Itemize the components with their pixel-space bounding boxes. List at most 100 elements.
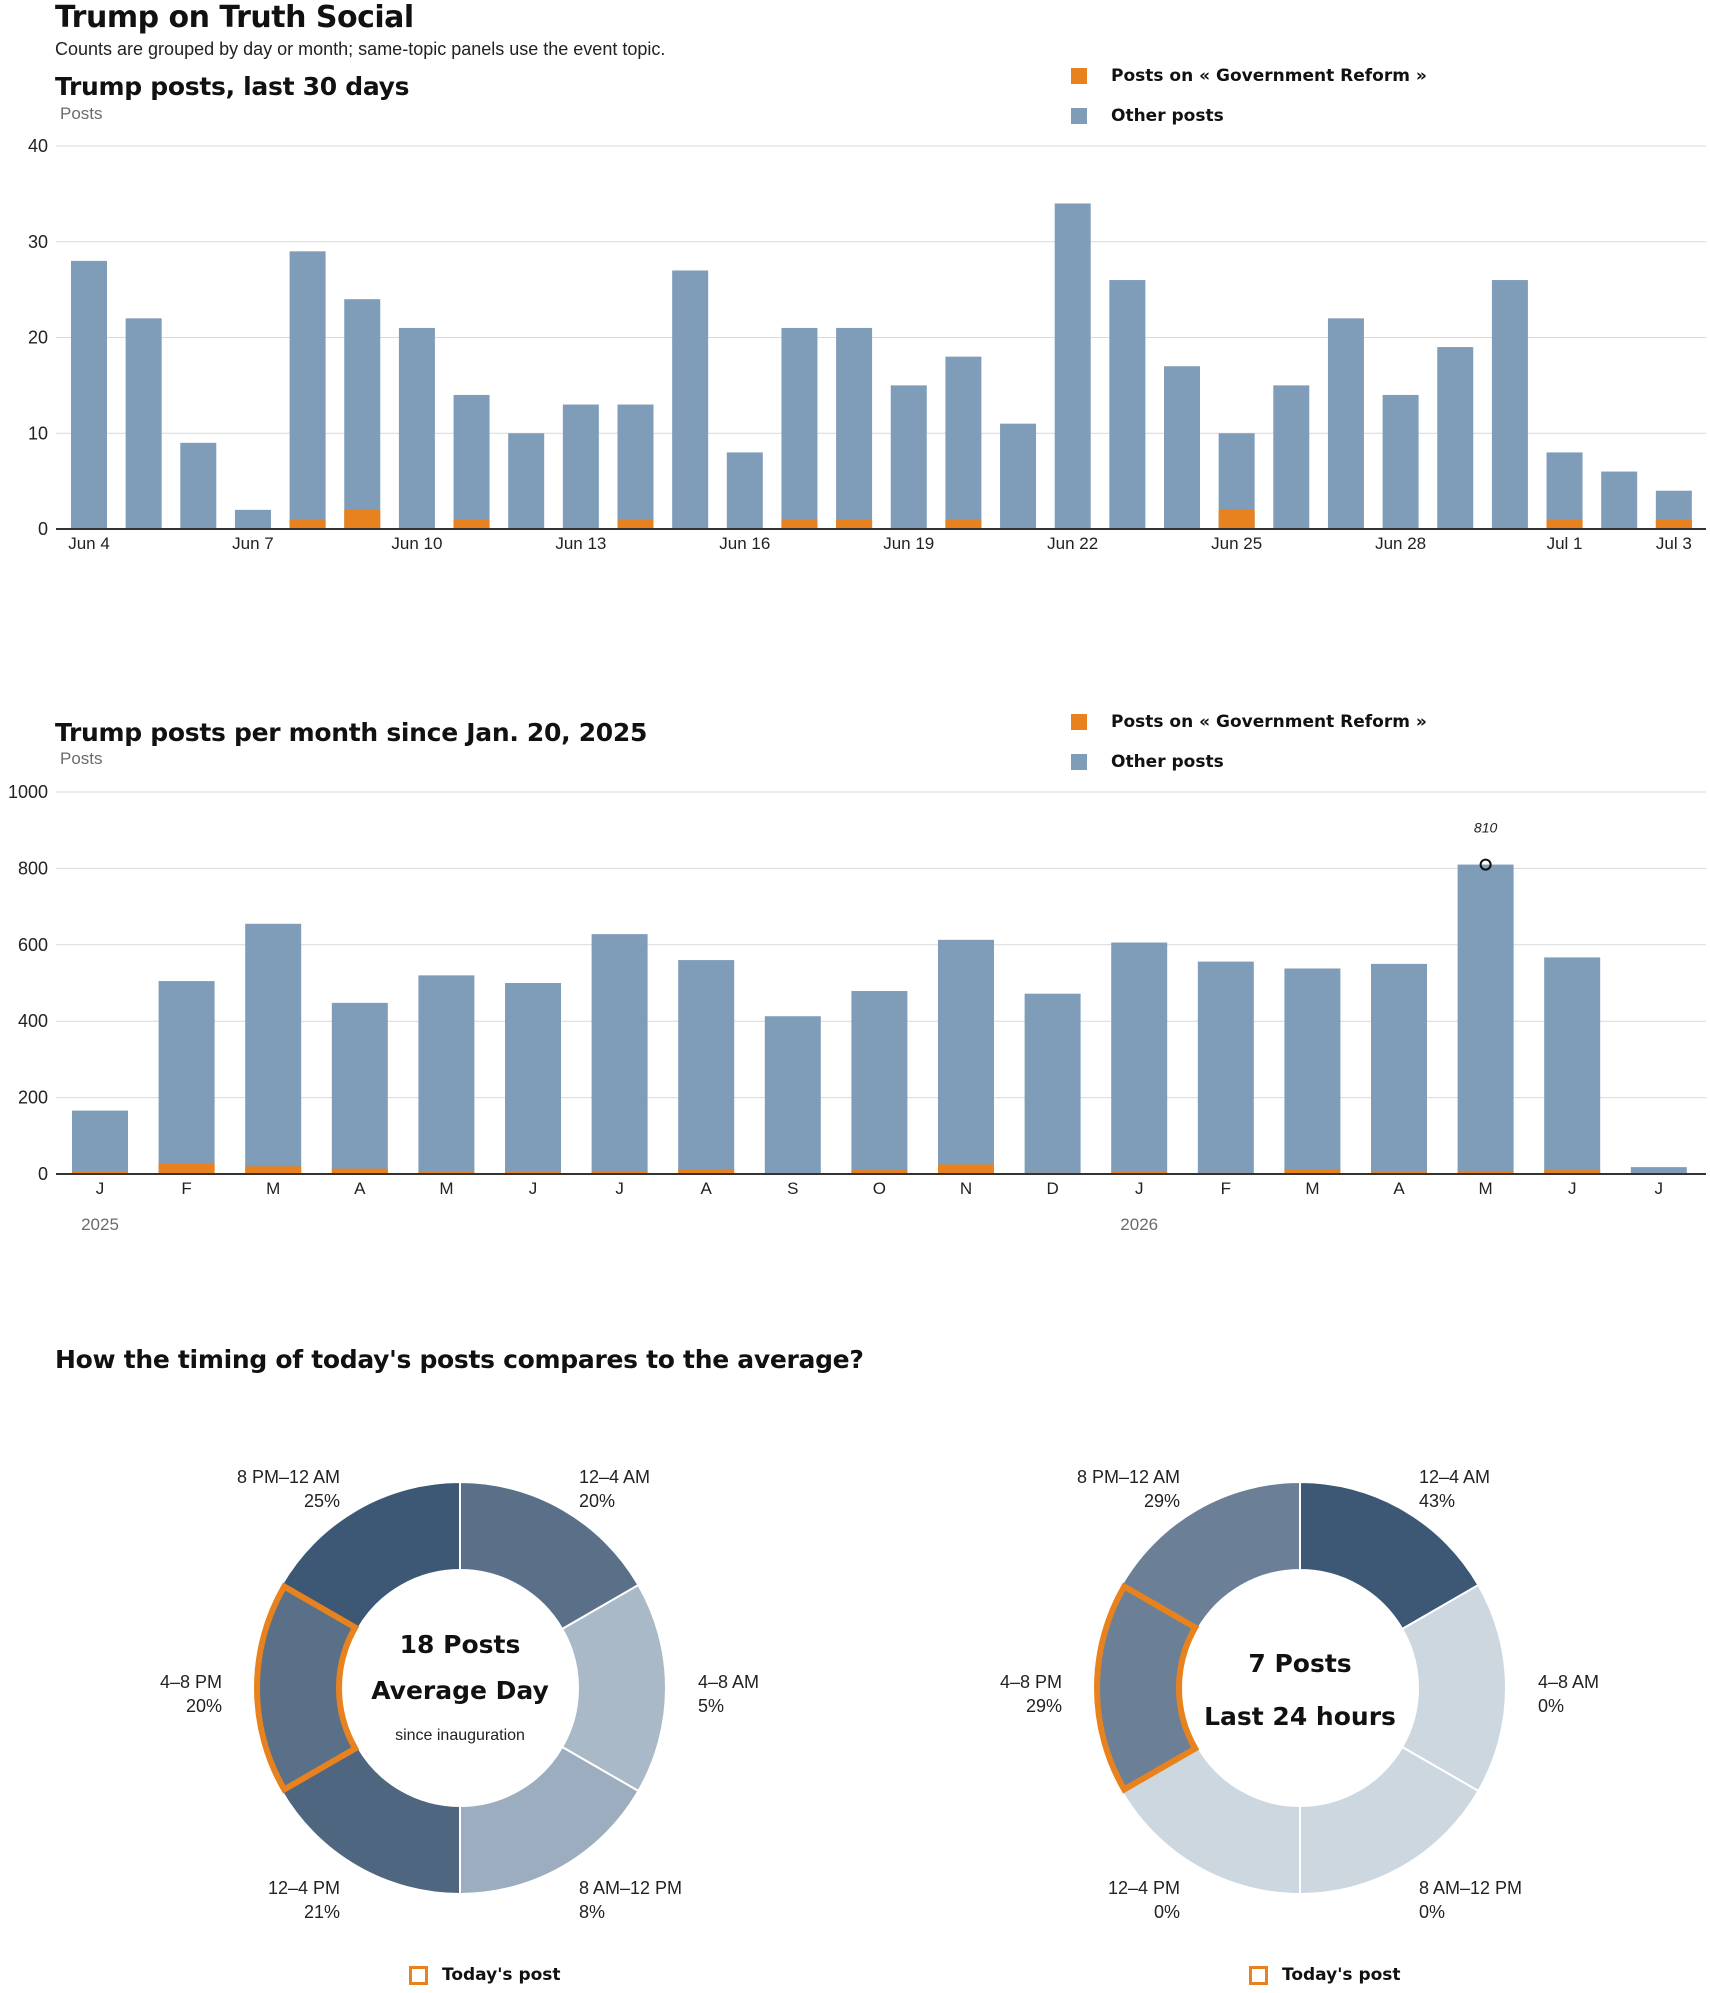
bar-other-posts [672, 270, 709, 529]
bar-other-posts [1601, 471, 1638, 529]
y-tick-label: 600 [18, 935, 48, 955]
page-title: Trump on Truth Social [55, 0, 414, 35]
bar-other-posts [764, 1016, 821, 1174]
bar-topic-posts [938, 1164, 994, 1174]
bar-other-posts [1544, 957, 1601, 1174]
bar-topic-posts [1655, 519, 1692, 529]
bar-other-posts [591, 934, 648, 1174]
bar-topic-posts [453, 519, 490, 529]
daily-chart-ylabel: Posts [60, 104, 103, 123]
today-post-label: Today's post [1282, 1965, 1401, 1985]
bar-other-posts [1546, 452, 1583, 529]
avg-label-8pm-12am: 8 PM–12 AM 25% [236, 1467, 340, 1511]
x-tick-label: Jun 19 [883, 534, 934, 553]
bar-topic-posts [617, 519, 654, 529]
legend-topic: Posts on « Government Reform » [1071, 712, 1427, 732]
x-tick-label: J [1568, 1179, 1577, 1198]
monthly-legend: Posts on « Government Reform » Other pos… [1071, 712, 1427, 772]
x-tick-label: M [439, 1179, 453, 1198]
donut-slice [1299, 1480, 1480, 1631]
bar-other-posts [1491, 280, 1528, 529]
donut-slice [1120, 1745, 1301, 1896]
x-tick-label: Jun 28 [1375, 534, 1426, 553]
x-tick-label: M [266, 1179, 280, 1198]
bar-other-posts [1197, 961, 1254, 1174]
bar-topic-posts [1218, 509, 1255, 529]
donut-slice [1120, 1480, 1301, 1631]
chart-note: Counts are grouped by day or month; same… [55, 39, 666, 59]
bar-other-posts [125, 318, 162, 529]
donut-slice [1299, 1745, 1480, 1896]
avg-label-12-4am: 12–4 AM 20% [579, 1467, 651, 1511]
x-tick-label: M [1305, 1179, 1319, 1198]
legend-other-label: Other posts [1111, 106, 1224, 126]
x-tick-label: J [1655, 1179, 1664, 1198]
x-tick-label: Jun 16 [719, 534, 770, 553]
bar-other-posts [1000, 423, 1037, 529]
bar-other-posts [234, 509, 271, 529]
today-post-legend-avg: Today's post [409, 1965, 561, 1985]
bar-other-posts [1630, 1167, 1687, 1174]
today-center-count: 7 Posts [1248, 1649, 1352, 1678]
bar-other-posts [938, 939, 994, 1174]
legend-topic-swatch [1071, 714, 1087, 730]
avg-center-count: 18 Posts [399, 1630, 521, 1659]
y-tick-label: 1000 [8, 782, 48, 802]
y-tick-label: 40 [28, 136, 48, 156]
avg-label-4-8am: 4–8 AM 5% [698, 1672, 760, 1716]
bar-topic-posts [591, 1170, 648, 1174]
y-tick-label: 800 [18, 858, 48, 878]
bar-other-posts [1457, 864, 1514, 1174]
bar-other-posts [331, 1002, 388, 1174]
today-label-4-8pm: 4–8 PM 29% [999, 1672, 1062, 1716]
daily-legend: Posts on « Government Reform » Other pos… [1071, 66, 1427, 126]
bar-topic-posts [1284, 1169, 1341, 1174]
bar-topic-posts [289, 519, 326, 529]
donut-slice [1400, 1583, 1507, 1793]
y-tick-label: 20 [28, 328, 48, 348]
avg-label-12-4pm: 12–4 PM 21% [267, 1878, 340, 1922]
bar-other-posts [71, 260, 107, 529]
bar-other-posts [1054, 203, 1091, 529]
legend-topic-label: Posts on « Government Reform » [1111, 712, 1427, 732]
x-tick-label: A [1393, 1179, 1405, 1198]
x-tick-label: N [960, 1179, 972, 1198]
today-post-label: Today's post [442, 1965, 561, 1985]
x-tick-label: O [873, 1179, 886, 1198]
donut-slice [280, 1480, 461, 1631]
daily-posts-chart: 0 10 20 30 40 Jun 4 Jun 7 Jun 10 Jun 13 Jun 16 Jun… [28, 136, 1706, 553]
bar-other-posts [1371, 963, 1427, 1174]
x-tick-label: F [181, 1179, 191, 1198]
bar-other-posts [1164, 366, 1200, 529]
bar-other-posts [180, 442, 217, 529]
today-post-legend-24h: Today's post [1249, 1965, 1401, 1985]
monthly-chart-title: Trump posts per month since Jan. 20, 202… [55, 718, 648, 747]
y-tick-label: 30 [28, 232, 48, 252]
bar-other-posts [836, 327, 873, 529]
legend-other: Other posts [1071, 752, 1427, 772]
daily-chart-title: Trump posts, last 30 days [55, 72, 410, 101]
bar-other-posts [617, 404, 654, 529]
bar-topic-posts [851, 1170, 908, 1174]
x-tick-label: Jun 7 [232, 534, 274, 553]
legend-other: Other posts [1071, 106, 1427, 126]
x-tick-label: Jul 1 [1547, 534, 1583, 553]
y-tick-label: 400 [18, 1011, 48, 1031]
bar-other-posts [398, 327, 435, 529]
avg-center-note: since inauguration [395, 1727, 525, 1744]
legend-other-label: Other posts [1111, 752, 1224, 772]
bar-topic-posts [1546, 519, 1583, 529]
bar-other-posts [453, 394, 490, 529]
donut-slice [280, 1745, 461, 1896]
bar-other-posts [726, 452, 763, 529]
avg-label-4-8pm: 4–8 PM 20% [159, 1672, 222, 1716]
bar-other-posts [562, 404, 599, 529]
bar-topic-posts [945, 519, 982, 529]
timing-title: How the timing of today's posts compares… [55, 1345, 864, 1374]
today-post-highlight [254, 1582, 360, 1794]
x-tick-label: Jun 25 [1211, 534, 1262, 553]
bar-other-posts [72, 1110, 128, 1174]
bar-other-posts [851, 991, 908, 1174]
x-tick-label: D [1046, 1179, 1058, 1198]
x-tick-label: Jun 4 [68, 534, 110, 553]
